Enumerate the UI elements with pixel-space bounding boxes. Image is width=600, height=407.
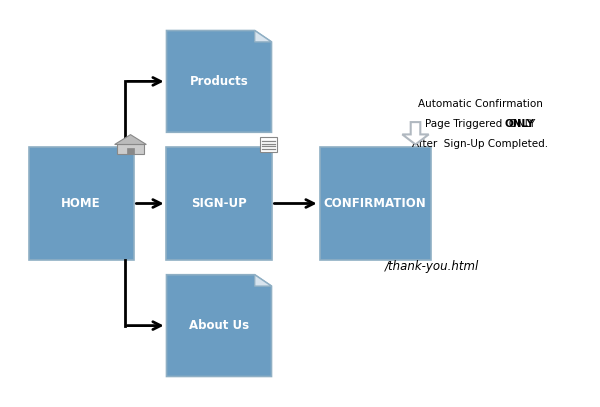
Text: HOME: HOME xyxy=(61,197,101,210)
Text: Products: Products xyxy=(190,75,248,88)
Text: CONFIRMATION: CONFIRMATION xyxy=(323,197,427,210)
Polygon shape xyxy=(254,31,271,42)
Text: SIGN-UP: SIGN-UP xyxy=(191,197,247,210)
Polygon shape xyxy=(166,275,271,376)
Bar xyxy=(29,147,133,260)
Bar xyxy=(320,147,431,260)
Polygon shape xyxy=(166,31,271,132)
Polygon shape xyxy=(254,275,271,286)
Text: After  Sign-Up Completed.: After Sign-Up Completed. xyxy=(412,140,548,149)
Text: ONLY: ONLY xyxy=(504,119,534,129)
Polygon shape xyxy=(403,122,428,144)
Bar xyxy=(118,144,144,154)
Text: /thank-you.html: /thank-you.html xyxy=(385,260,479,273)
Polygon shape xyxy=(115,135,146,144)
Text: Page Triggered  ONLY: Page Triggered ONLY xyxy=(425,119,535,129)
Text: About Us: About Us xyxy=(189,319,249,332)
Bar xyxy=(260,137,277,152)
Text: Automatic Confirmation: Automatic Confirmation xyxy=(418,99,542,109)
Bar xyxy=(166,147,271,260)
Bar xyxy=(127,148,134,154)
